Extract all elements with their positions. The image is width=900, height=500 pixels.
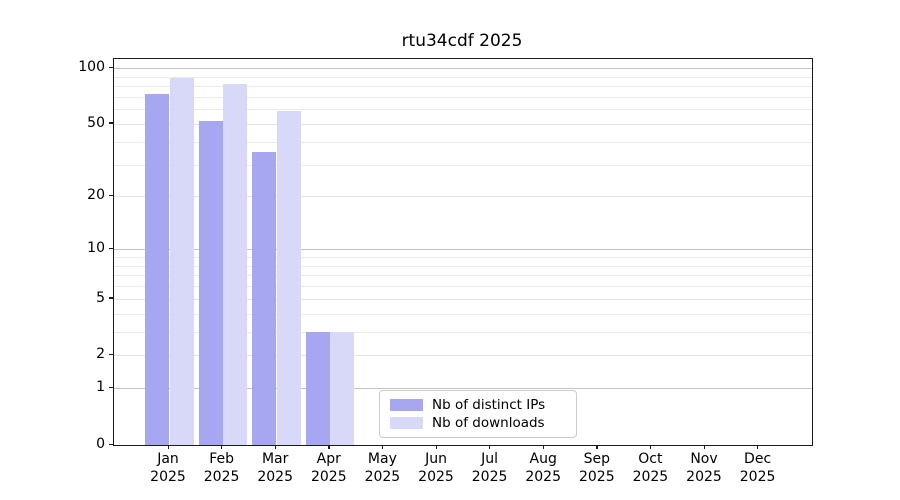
x-tick-mark-jun bbox=[435, 445, 437, 449]
legend-item-distinct-ips: Nb of distinct IPs bbox=[390, 398, 566, 412]
x-tick-label-nov: Nov 2025 bbox=[686, 451, 722, 485]
bar-mar-downloads bbox=[276, 110, 301, 445]
x-tick-mark-apr bbox=[328, 445, 330, 449]
x-tick-mark-may bbox=[381, 445, 384, 449]
bar-feb-downloads bbox=[223, 84, 248, 445]
x-tick-label-may: May 2025 bbox=[364, 451, 401, 485]
x-tick-mark-nov bbox=[703, 445, 705, 449]
gridline-20 bbox=[114, 196, 812, 198]
x-tick-mark-mar bbox=[274, 445, 277, 449]
gridline-10 bbox=[114, 249, 812, 251]
y-tick-label-100: 100 bbox=[78, 59, 105, 76]
plot-area: Nb of distinct IPs Nb of downloads bbox=[113, 58, 813, 446]
y-tick-label-1: 1 bbox=[96, 379, 105, 396]
y-tick-mark-50 bbox=[109, 122, 113, 124]
x-tick-label-dec: Dec 2025 bbox=[739, 451, 776, 485]
gridline-2 bbox=[114, 355, 812, 357]
x-tick-label-sep: Sep 2025 bbox=[578, 451, 615, 485]
y-tick-label-20: 20 bbox=[87, 187, 105, 204]
legend: Nb of distinct IPs Nb of downloads bbox=[379, 390, 577, 438]
bar-feb-distinct-ips bbox=[198, 120, 223, 445]
gridline-1 bbox=[114, 388, 812, 390]
x-tick-mark-jan bbox=[167, 445, 169, 449]
legend-label-distinct-ips: Nb of distinct IPs bbox=[432, 397, 546, 413]
x-tick-mark-sep bbox=[596, 445, 598, 449]
gridline-minor-8 bbox=[114, 265, 812, 267]
gridline-minor-40 bbox=[114, 141, 812, 143]
gridline-minor-70 bbox=[114, 96, 812, 98]
chart-title: rtu34cdf 2025 bbox=[401, 31, 523, 51]
bar-jan-distinct-ips bbox=[145, 93, 169, 445]
x-tick-label-aug: Aug 2025 bbox=[525, 451, 561, 485]
gridline-minor-3 bbox=[114, 331, 812, 333]
y-tick-mark-0 bbox=[109, 443, 113, 445]
y-tick-label-10: 10 bbox=[87, 240, 105, 257]
y-tick-mark-5 bbox=[109, 297, 113, 299]
y-tick-label-0: 0 bbox=[96, 436, 105, 452]
y-tick-mark-1 bbox=[109, 386, 113, 389]
y-tick-label-5: 5 bbox=[96, 289, 105, 306]
gridline-50 bbox=[114, 123, 812, 125]
y-tick-mark-10 bbox=[109, 247, 113, 250]
x-tick-label-jun: Jun 2025 bbox=[418, 451, 454, 485]
x-tick-label-apr: Apr 2025 bbox=[310, 451, 347, 485]
bar-jan-downloads bbox=[169, 78, 194, 445]
y-tick-mark-2 bbox=[109, 353, 113, 356]
y-tick-mark-100 bbox=[109, 66, 113, 69]
gridline-minor-80 bbox=[114, 86, 812, 88]
gridline-100 bbox=[114, 68, 812, 70]
gridline-minor-90 bbox=[114, 76, 812, 78]
y-tick-mark-20 bbox=[109, 194, 113, 197]
legend-label-downloads: Nb of downloads bbox=[432, 415, 545, 431]
bar-apr-distinct-ips bbox=[305, 331, 330, 445]
x-tick-mark-jul bbox=[489, 445, 491, 449]
gridline-minor-7 bbox=[114, 275, 812, 277]
x-tick-label-mar: Mar 2025 bbox=[257, 451, 293, 485]
x-tick-label-oct: Oct 2025 bbox=[632, 451, 669, 485]
legend-swatch-downloads bbox=[390, 417, 423, 429]
gridline-5 bbox=[114, 298, 812, 300]
gridline-minor-9 bbox=[114, 256, 812, 258]
bar-mar-distinct-ips bbox=[252, 152, 277, 445]
gridline-minor-6 bbox=[114, 286, 812, 288]
x-tick-mark-dec bbox=[757, 445, 759, 449]
x-tick-mark-aug bbox=[542, 445, 545, 449]
x-tick-label-feb: Feb 2025 bbox=[203, 451, 240, 485]
legend-item-downloads: Nb of downloads bbox=[390, 416, 566, 430]
y-tick-label-50: 50 bbox=[87, 114, 105, 131]
bar-apr-downloads bbox=[330, 331, 355, 445]
x-tick-label-jul: Jul 2025 bbox=[471, 451, 508, 485]
legend-swatch-distinct-ips bbox=[390, 399, 423, 411]
gridline-minor-4 bbox=[114, 313, 812, 315]
x-tick-mark-oct bbox=[649, 445, 652, 449]
gridline-minor-60 bbox=[114, 109, 812, 111]
gridline-minor-30 bbox=[114, 164, 812, 166]
y-tick-label-2: 2 bbox=[96, 346, 105, 363]
x-tick-mark-feb bbox=[221, 445, 223, 449]
x-tick-label-jan: Jan 2025 bbox=[150, 451, 186, 485]
